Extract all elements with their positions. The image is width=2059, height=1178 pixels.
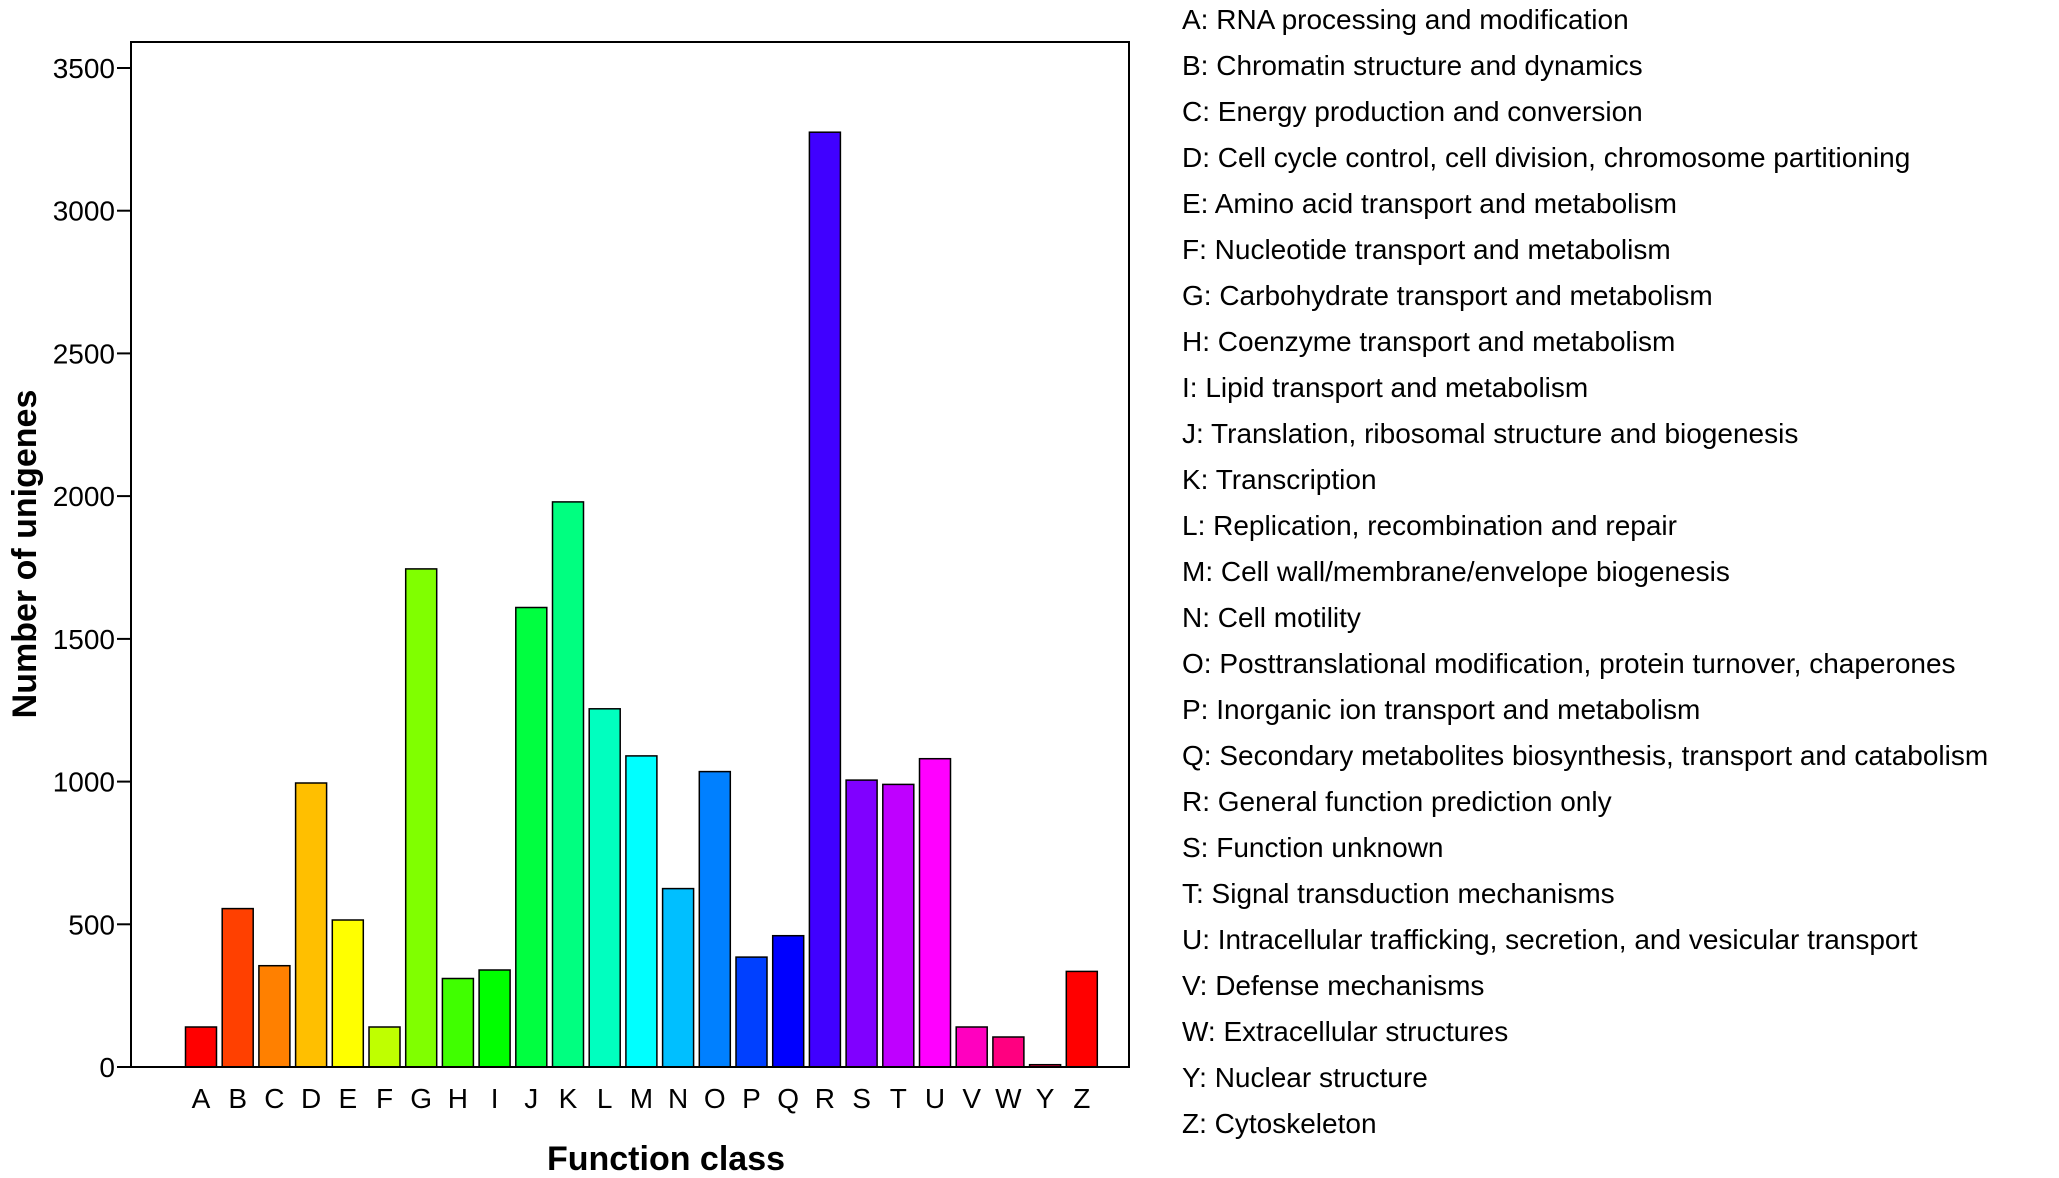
bar-V [955,1026,988,1068]
y-tick-label-3000: 3000 [53,196,115,227]
bar-C [258,964,291,1068]
y-tick-label-0: 0 [99,1052,115,1083]
legend-item-W: W: Extracellular structures [1182,1016,1508,1047]
x-tick-label-Z: Z [1073,1083,1090,1114]
x-tick-label-I: I [491,1083,499,1114]
bar-P [735,956,768,1068]
x-tick-label-Y: Y [1036,1083,1055,1114]
x-tick-label-A: A [192,1083,211,1114]
x-tick-label-V: V [962,1083,981,1114]
x-tick-label-E: E [338,1083,357,1114]
legend-item-B: B: Chromatin structure and dynamics [1182,50,1643,81]
legend-item-U: U: Intracellular trafficking, secretion,… [1182,924,1918,955]
x-tick-label-G: G [410,1083,432,1114]
bar-N [661,887,695,1068]
legend-item-F: F: Nucleotide transport and metabolism [1182,234,1671,265]
y-tick-label-3500: 3500 [53,53,115,84]
bar-E [331,919,365,1068]
x-tick-label-F: F [376,1083,393,1114]
x-tick-label-C: C [264,1083,284,1114]
x-tick-label-K: K [559,1083,578,1114]
legend-item-Z: Z: Cytoskeleton [1182,1108,1377,1139]
legend-item-P: P: Inorganic ion transport and metabolis… [1182,694,1700,725]
bar-Z [1065,970,1099,1068]
legend-item-Y: Y: Nuclear structure [1182,1062,1428,1093]
bar-A [184,1026,218,1068]
legend-item-D: D: Cell cycle control, cell division, ch… [1182,142,1910,173]
legend-item-Q: Q: Secondary metabolites biosynthesis, t… [1182,740,1988,771]
plot-frame [130,41,1130,1068]
x-tick-label-B: B [228,1083,247,1114]
legend: A: RNA processing and modification B: Chr… [1182,4,1988,1139]
legend-item-H: H: Coenzyme transport and metabolism [1182,326,1675,357]
y-tick-label-2500: 2500 [53,338,115,369]
bar-S [845,779,878,1068]
x-tick-label-S: S [852,1083,871,1114]
bar-W [992,1036,1025,1068]
legend-item-T: T: Signal transduction mechanisms [1182,878,1615,909]
legend-item-M: M: Cell wall/membrane/envelope biogenesi… [1182,556,1730,587]
bar-F [368,1026,401,1068]
x-tick-label-U: U [925,1083,945,1114]
legend-item-J: J: Translation, ribosomal structure and … [1182,418,1798,449]
x-tick-label-W: W [995,1083,1022,1114]
bar-R [808,131,842,1068]
bar-M [625,755,658,1068]
legend-item-I: I: Lipid transport and metabolism [1182,372,1588,403]
legend-item-K: K: Transcription [1182,464,1377,495]
y-tick-label-1000: 1000 [53,767,115,798]
bar-Q [771,934,805,1068]
y-tick-label-500: 500 [68,909,115,940]
x-tick-label-D: D [301,1083,321,1114]
x-tick-label-O: O [704,1083,726,1114]
y-tick-label-2000: 2000 [53,481,115,512]
y-axis: 0 500 1000 1500 2000 2500 3000 3500 [53,53,131,1083]
bar-I [478,969,511,1068]
bars-group [184,131,1099,1068]
legend-item-V: V: Defense mechanisms [1182,970,1484,1001]
x-tick-label-N: N [668,1083,688,1114]
x-tick-label-J: J [524,1083,538,1114]
bar-J [515,606,548,1068]
x-tick-label-L: L [597,1083,613,1114]
legend-item-A: A: RNA processing and modification [1182,4,1629,35]
y-axis-title: Number of unigenes [6,390,44,719]
legend-item-G: G: Carbohydrate transport and metabolism [1182,280,1713,311]
bar-H [441,977,475,1068]
legend-item-L: L: Replication, recombination and repair [1182,510,1677,541]
legend-item-R: R: General function prediction only [1182,786,1612,817]
x-axis-title: Function class [547,1140,785,1178]
x-tick-label-T: T [890,1083,907,1114]
bar-B [221,907,254,1068]
legend-item-C: C: Energy production and conversion [1182,96,1643,127]
bar-L [588,708,621,1068]
x-tick-label-Q: Q [777,1083,799,1114]
bar-T [882,783,915,1068]
x-tick-label-H: H [448,1083,468,1114]
y-tick-label-1500: 1500 [53,624,115,655]
legend-item-N: N: Cell motility [1182,602,1361,633]
legend-item-S: S: Function unknown [1182,832,1444,863]
bar-G [404,568,438,1068]
x-tick-label-P: P [742,1083,761,1114]
bar-O [698,770,732,1068]
legend-item-O: O: Posttranslational modification, prote… [1182,648,1956,679]
bar-K [551,501,585,1068]
legend-item-E: E: Amino acid transport and metabolism [1182,188,1677,219]
x-tick-label-R: R [815,1083,835,1114]
bar-U [918,757,952,1068]
bar-D [294,782,328,1068]
x-tick-label-M: M [630,1083,653,1114]
